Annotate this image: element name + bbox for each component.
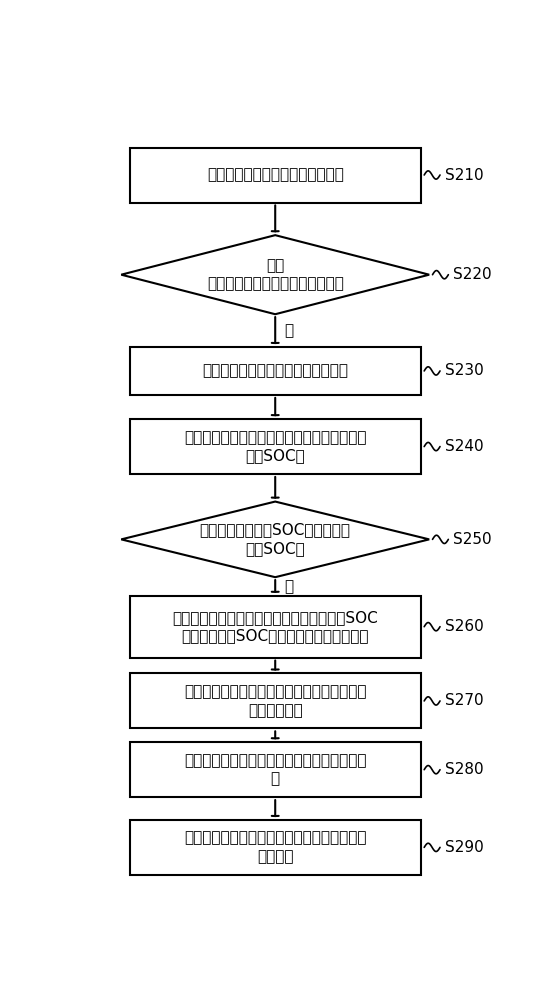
Text: 控制蓄电池进行自活化和内阻的检测: 控制蓄电池进行自活化和内阻的检测 xyxy=(202,363,348,378)
Text: S230: S230 xyxy=(445,363,484,378)
Text: 根据蓄电池的内阻和活化时间，确定蓄电池的
当前状态: 根据蓄电池的内阻和活化时间，确定蓄电池的 当前状态 xyxy=(184,831,366,864)
Polygon shape xyxy=(121,235,429,314)
Text: 在蓄电池进行活化过程中，实时获取蓄电池的
当前SOC值: 在蓄电池进行活化过程中，实时获取蓄电池的 当前SOC值 xyxy=(184,430,366,463)
Bar xyxy=(129,596,421,658)
Text: S280: S280 xyxy=(445,762,484,777)
Text: S250: S250 xyxy=(453,532,492,547)
Text: 判断蓄电池的当前SOC值是否达到
预设SOC值: 判断蓄电池的当前SOC值是否达到 预设SOC值 xyxy=(200,523,351,556)
Bar xyxy=(129,820,421,875)
Text: S290: S290 xyxy=(445,840,484,855)
Bar xyxy=(129,147,421,202)
Text: 获取蓄电池正常工作的充放电时间: 获取蓄电池正常工作的充放电时间 xyxy=(207,167,344,182)
Text: S260: S260 xyxy=(445,619,484,634)
Text: S240: S240 xyxy=(445,439,484,454)
Text: S210: S210 xyxy=(445,167,484,182)
Text: 是: 是 xyxy=(285,579,294,594)
Text: 根据各放电电流和放电电压，确定蓄电池的内
阻: 根据各放电电流和放电电压，确定蓄电池的内 阻 xyxy=(184,753,366,786)
Text: 确定蓄电池结束自活化，并将蓄电池从初始SOC
值至达到预设SOC值的时间确定为活化时间: 确定蓄电池结束自活化，并将蓄电池从初始SOC 值至达到预设SOC值的时间确定为活… xyxy=(172,610,378,643)
Text: 是: 是 xyxy=(285,323,294,338)
Text: S270: S270 xyxy=(445,693,484,708)
Bar xyxy=(129,742,421,797)
Text: S220: S220 xyxy=(453,267,492,282)
Bar xyxy=(129,673,421,728)
Text: 获位于活化时间内蓄电池在各个时刻的放电电
流和放电电压: 获位于活化时间内蓄电池在各个时刻的放电电 流和放电电压 xyxy=(184,684,366,718)
Polygon shape xyxy=(121,502,429,577)
Bar xyxy=(129,347,421,395)
Bar xyxy=(129,419,421,474)
Text: 判断
充放电时间是否达到预设活化周期: 判断 充放电时间是否达到预设活化周期 xyxy=(207,258,344,291)
